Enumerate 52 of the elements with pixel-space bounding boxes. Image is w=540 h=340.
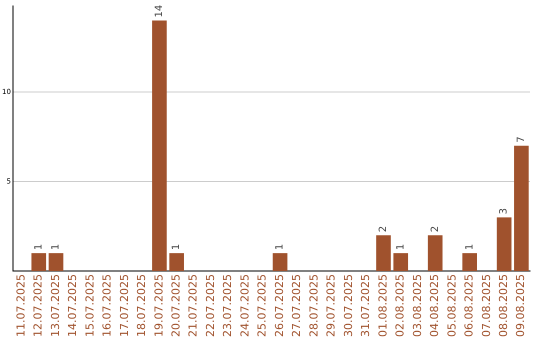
bar xyxy=(31,253,46,272)
data-label: 1 xyxy=(50,244,62,250)
x-tick-label: 03.08.2025 xyxy=(410,274,424,338)
x-tick-label: 23.07.2025 xyxy=(221,274,234,338)
x-tick-label: 15.07.2025 xyxy=(83,274,96,338)
x-tick-label: 05.08.2025 xyxy=(445,274,458,338)
bar xyxy=(514,146,529,272)
x-tick-label: 14.07.2025 xyxy=(66,274,80,338)
data-label: 14 xyxy=(154,4,166,18)
data-label: 1 xyxy=(274,244,286,250)
bar xyxy=(48,253,64,272)
data-label: 7 xyxy=(516,136,527,143)
x-tick-label: 18.07.2025 xyxy=(135,274,148,338)
x-tick-label: 21.07.2025 xyxy=(186,274,200,338)
data-label: 3 xyxy=(498,208,510,214)
bar xyxy=(393,253,408,272)
x-tick-label: 04.08.2025 xyxy=(428,274,442,338)
x-tick-label: 16.07.2025 xyxy=(100,274,114,338)
x-tick-label: 06.08.2025 xyxy=(462,274,476,338)
x-tick-label: 27.07.2025 xyxy=(290,274,304,338)
bar xyxy=(169,253,184,272)
x-tick-label: 02.08.2025 xyxy=(394,274,407,338)
x-tick-label: 26.07.2025 xyxy=(272,274,286,338)
bar xyxy=(272,253,288,272)
x-tick-label: 31.07.2025 xyxy=(359,274,372,338)
x-tick-label: 24.07.2025 xyxy=(238,274,252,338)
x-tick-label: 12.07.2025 xyxy=(32,274,45,338)
x-tick-label: 17.07.2025 xyxy=(118,274,131,338)
bar xyxy=(376,235,391,272)
x-tick-label: 08.08.2025 xyxy=(497,274,510,338)
x-tick-label: 11.07.2025 xyxy=(14,274,28,338)
x-tick-label: 25.07.2025 xyxy=(256,274,269,338)
x-tick-label: 07.08.2025 xyxy=(480,274,493,338)
data-label: 1 xyxy=(395,244,406,250)
x-tick-label: 13.07.2025 xyxy=(48,274,62,338)
x-tick-label: 30.07.2025 xyxy=(342,274,355,338)
bar xyxy=(152,20,167,272)
data-label: 1 xyxy=(171,244,182,250)
bar xyxy=(428,235,443,272)
x-tick-label: 29.07.2025 xyxy=(324,274,338,338)
data-label: 1 xyxy=(33,244,44,250)
x-tick-label: 22.07.2025 xyxy=(204,274,217,338)
x-tick-label: 19.07.2025 xyxy=(152,274,166,338)
data-label: 2 xyxy=(378,226,390,232)
data-label: 2 xyxy=(430,226,441,232)
data-label: 1 xyxy=(464,244,476,250)
x-tick-label: 28.07.2025 xyxy=(307,274,320,338)
x-tick-label: 20.07.2025 xyxy=(170,274,183,338)
bar xyxy=(496,217,512,272)
x-tick-label: 09.08.2025 xyxy=(514,274,528,338)
bar xyxy=(462,253,477,272)
x-tick-label: 01.08.2025 xyxy=(376,274,390,338)
